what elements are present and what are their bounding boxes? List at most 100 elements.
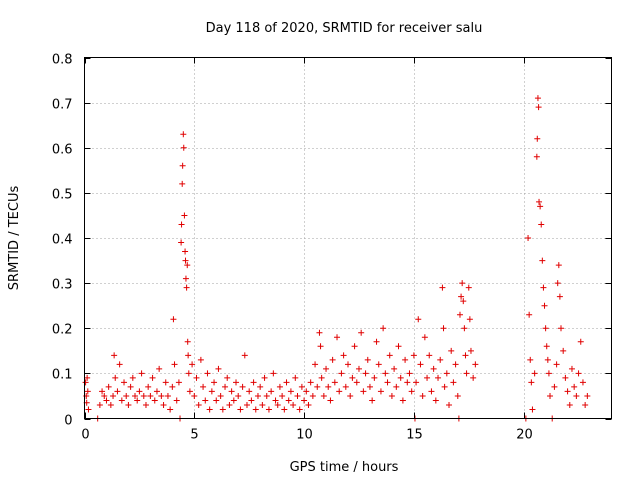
data-point bbox=[338, 370, 345, 377]
data-point bbox=[323, 365, 330, 372]
y-tick-label: 0.5 bbox=[52, 188, 73, 203]
data-point bbox=[105, 383, 112, 390]
data-point bbox=[99, 388, 106, 395]
data-point bbox=[369, 397, 376, 404]
data-point bbox=[402, 356, 409, 363]
data-point bbox=[575, 370, 582, 377]
data-point bbox=[195, 401, 202, 408]
data-point bbox=[173, 397, 180, 404]
data-point bbox=[226, 401, 233, 408]
data-point bbox=[276, 383, 283, 390]
data-point bbox=[185, 352, 192, 359]
data-point bbox=[388, 392, 395, 399]
data-point bbox=[410, 352, 417, 359]
data-point bbox=[145, 383, 152, 390]
data-point bbox=[399, 397, 406, 404]
data-point bbox=[142, 401, 149, 408]
data-point bbox=[274, 401, 281, 408]
data-point bbox=[178, 221, 185, 228]
data-point bbox=[439, 284, 446, 291]
data-point bbox=[243, 401, 250, 408]
y-tick-label: 0 bbox=[64, 414, 72, 429]
data-point bbox=[123, 392, 130, 399]
data-point bbox=[582, 401, 589, 408]
ticks-layer: 0 5 10 15 20 0 0.1 0.2 0.3 0.4 0.5 0.6 0.7 0.8 bbox=[52, 53, 612, 443]
chart-title: Day 118 of 2020, SRMTID for receiver sal… bbox=[206, 21, 483, 36]
data-point bbox=[536, 198, 543, 205]
data-point bbox=[239, 383, 246, 390]
data-point bbox=[309, 392, 316, 399]
data-point bbox=[197, 356, 204, 363]
data-point bbox=[463, 370, 470, 377]
data-point bbox=[116, 361, 123, 368]
data-point bbox=[393, 383, 400, 390]
data-point bbox=[224, 374, 231, 381]
data-point bbox=[454, 392, 461, 399]
data-point bbox=[543, 343, 550, 350]
data-point bbox=[200, 383, 207, 390]
data-point bbox=[443, 370, 450, 377]
data-point bbox=[360, 388, 367, 395]
data-point bbox=[404, 379, 411, 386]
data-point bbox=[250, 379, 257, 386]
data-point bbox=[340, 352, 347, 359]
data-point bbox=[380, 325, 387, 332]
data-point bbox=[193, 374, 200, 381]
data-point bbox=[466, 316, 473, 323]
data-point bbox=[182, 248, 189, 255]
data-point bbox=[456, 311, 463, 318]
data-point bbox=[84, 374, 91, 381]
x-tick-label: 20 bbox=[516, 428, 533, 443]
data-point bbox=[564, 388, 571, 395]
data-point bbox=[432, 397, 439, 404]
data-point bbox=[568, 365, 575, 372]
data-point bbox=[373, 338, 380, 345]
y-tick-label: 0.1 bbox=[52, 368, 73, 383]
y-tick-label: 0.3 bbox=[52, 278, 73, 293]
data-point bbox=[160, 401, 167, 408]
data-point bbox=[272, 397, 279, 404]
data-point bbox=[371, 374, 378, 381]
data-point bbox=[237, 406, 244, 413]
data-point bbox=[465, 284, 472, 291]
data-point bbox=[557, 325, 564, 332]
data-point bbox=[579, 379, 586, 386]
data-point bbox=[136, 388, 143, 395]
x-tick-label: 5 bbox=[190, 428, 198, 443]
data-point bbox=[553, 361, 560, 368]
data-point bbox=[317, 343, 324, 350]
data-point bbox=[252, 406, 259, 413]
data-point bbox=[541, 302, 548, 309]
data-point bbox=[470, 374, 477, 381]
data-point bbox=[527, 356, 534, 363]
data-point bbox=[183, 284, 190, 291]
data-point bbox=[533, 153, 540, 160]
data-point bbox=[334, 334, 341, 341]
y-tick-label: 0.4 bbox=[52, 233, 73, 248]
data-point bbox=[413, 379, 420, 386]
data-point bbox=[430, 365, 437, 372]
data-point bbox=[382, 370, 389, 377]
data-point bbox=[531, 370, 538, 377]
data-point bbox=[312, 361, 319, 368]
data-point bbox=[281, 406, 288, 413]
data-point bbox=[377, 388, 384, 395]
data-point bbox=[428, 388, 435, 395]
data-point bbox=[320, 392, 327, 399]
data-point bbox=[395, 343, 402, 350]
data-point bbox=[537, 203, 544, 210]
data-point bbox=[180, 131, 187, 138]
data-point bbox=[560, 347, 567, 354]
data-point bbox=[566, 401, 573, 408]
data-point bbox=[307, 379, 314, 386]
data-point bbox=[391, 365, 398, 372]
data-point bbox=[233, 379, 240, 386]
data-point bbox=[452, 361, 459, 368]
data-point bbox=[325, 383, 332, 390]
data-point bbox=[355, 365, 362, 372]
data-point bbox=[182, 257, 189, 264]
data-point bbox=[185, 370, 192, 377]
data-point bbox=[290, 401, 297, 408]
data-point bbox=[562, 374, 569, 381]
